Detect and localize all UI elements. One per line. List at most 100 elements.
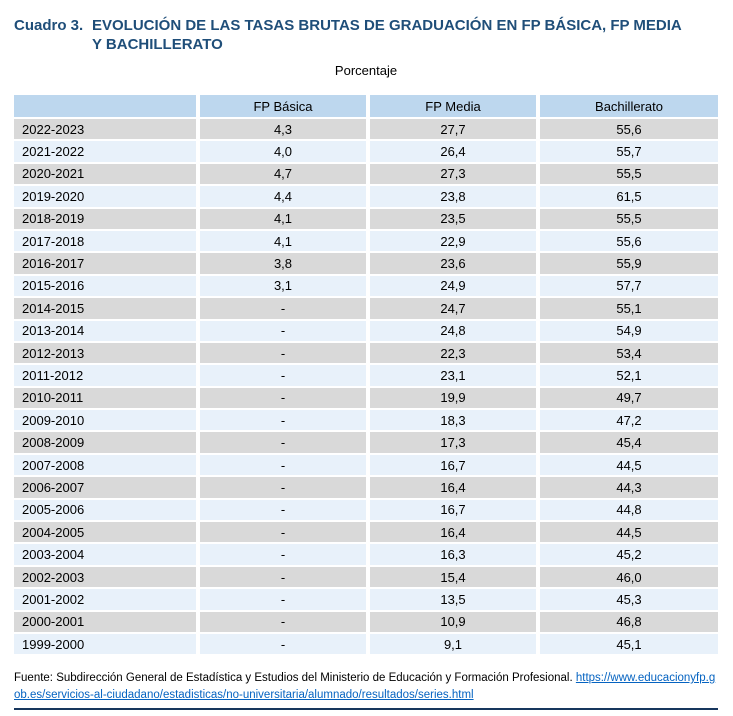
title-prefix: Cuadro 3. [14, 17, 84, 34]
year-cell: 2001-2002 [14, 589, 200, 612]
value-cell: 4,7 [200, 163, 370, 187]
year-cell: 2022-2023 [14, 119, 200, 142]
year-cell: 2016-2017 [14, 253, 200, 276]
table-row: 2001-2002-13,5 45,3 [14, 589, 718, 612]
title-text: EVOLUCIÓN DE LAS TASAS BRUTAS DE GRADUAC… [92, 16, 712, 54]
year-cell: 2018-2019 [14, 208, 200, 231]
header-row: FP Básica FP Media Bachillerato [14, 95, 718, 119]
header-cell-empty [14, 95, 200, 119]
table-row: 2020-2021 4,7 27,3 55,5 [14, 163, 718, 187]
value-cell: 45,1 [540, 633, 718, 657]
value-cell: - [200, 387, 370, 411]
value-cell: 4,4 [200, 186, 370, 209]
value-cell: 23,6 [370, 253, 540, 276]
table-title: Cuadro 3. EVOLUCIÓN DE LAS TASAS BRUTAS … [14, 16, 719, 54]
value-cell: - [200, 454, 370, 478]
bottom-rule [14, 708, 718, 711]
source-text: Fuente: Subdirección General de Estadíst… [14, 672, 576, 685]
value-cell: 47,2 [540, 410, 718, 433]
table-row: 2013-2014-24,8 54,9 [14, 320, 718, 343]
table-row: 2015-2016 3,1 24,9 57,7 [14, 275, 718, 299]
table-row: 2004-2005-16,4 44,5 [14, 522, 718, 545]
table-row: 2021-2022 4,0 26,4 55,7 [14, 141, 718, 164]
table-row: 2002-2003-15,4 46,0 [14, 566, 718, 590]
value-cell: - [200, 298, 370, 321]
value-cell: 4,1 [200, 230, 370, 254]
value-cell: - [200, 365, 370, 388]
header-cell-bachillerato: Bachillerato [540, 95, 718, 119]
value-cell: 55,7 [540, 141, 718, 164]
value-cell: 44,3 [540, 477, 718, 500]
value-cell: 44,5 [540, 522, 718, 545]
table-row: 2011-2012-23,1 52,1 [14, 365, 718, 388]
value-cell: 57,7 [540, 275, 718, 299]
value-cell: 16,7 [370, 454, 540, 478]
value-cell: 4,3 [200, 119, 370, 142]
value-cell: 55,5 [540, 163, 718, 187]
table-body: 2022-2023 4,3 27,7 55,6 2021-2022 4,0 26,4 55,7… [14, 119, 718, 657]
value-cell: 4,0 [200, 141, 370, 164]
value-cell: - [200, 589, 370, 612]
value-cell: 23,5 [370, 208, 540, 231]
value-cell: 23,1 [370, 365, 540, 388]
value-cell: - [200, 544, 370, 567]
table-row: 2016-2017 3,8 23,6 55,9 [14, 253, 718, 276]
year-cell: 2010-2011 [14, 387, 200, 411]
value-cell: 3,8 [200, 253, 370, 276]
value-cell: 45,4 [540, 432, 718, 455]
subtitle: Porcentaje [334, 63, 398, 78]
value-cell: - [200, 320, 370, 343]
year-cell: 1999-2000 [14, 633, 200, 657]
value-cell: 44,8 [540, 499, 718, 523]
value-cell: 55,9 [540, 253, 718, 276]
table-row: 1999-2000-9,1 45,1 [14, 633, 718, 657]
year-cell: 2019-2020 [14, 186, 200, 209]
value-cell: 61,5 [540, 186, 718, 209]
value-cell: 27,7 [370, 119, 540, 142]
value-cell: 13,5 [370, 589, 540, 612]
value-cell: 4,1 [200, 208, 370, 231]
table-header: FP Básica FP Media Bachillerato [14, 95, 718, 119]
year-cell: 2000-2001 [14, 611, 200, 634]
value-cell: 3,1 [200, 275, 370, 299]
source-note: Fuente: Subdirección General de Estadíst… [14, 670, 718, 704]
year-cell: 2012-2013 [14, 342, 200, 366]
value-cell: 18,3 [370, 410, 540, 433]
value-cell: - [200, 432, 370, 455]
title-line1: EVOLUCIÓN DE LAS TASAS BRUTAS DE GRADUAC… [92, 17, 682, 34]
value-cell: 10,9 [370, 611, 540, 634]
table-row: 2003-2004-16,3 45,2 [14, 544, 718, 567]
value-cell: 44,5 [540, 454, 718, 478]
year-cell: 2014-2015 [14, 298, 200, 321]
year-cell: 2008-2009 [14, 432, 200, 455]
table-row: 2019-2020 4,4 23,8 61,5 [14, 186, 718, 209]
table-row: 2008-2009-17,3 45,4 [14, 432, 718, 455]
value-cell: 24,9 [370, 275, 540, 299]
year-cell: 2003-2004 [14, 544, 200, 567]
header-cell-fp-media: FP Media [370, 95, 540, 119]
value-cell: 16,3 [370, 544, 540, 567]
value-cell: 16,4 [370, 522, 540, 545]
value-cell: 45,3 [540, 589, 718, 612]
value-cell: 17,3 [370, 432, 540, 455]
year-cell: 2007-2008 [14, 454, 200, 478]
year-cell: 2002-2003 [14, 566, 200, 590]
table-row: 2007-2008-16,7 44,5 [14, 454, 718, 478]
source-link[interactable]: https://www.educacionyfp.gob.es/servicio… [14, 672, 716, 702]
value-cell: 45,2 [540, 544, 718, 567]
value-cell: 16,4 [370, 477, 540, 500]
value-cell: - [200, 410, 370, 433]
value-cell: 19,9 [370, 387, 540, 411]
year-cell: 2015-2016 [14, 275, 200, 299]
year-cell: 2006-2007 [14, 477, 200, 500]
value-cell: 46,0 [540, 566, 718, 590]
table-row: 2018-2019 4,1 23,5 55,5 [14, 208, 718, 231]
value-cell: - [200, 522, 370, 545]
graduation-rates-table: FP Básica FP Media Bachillerato 2022-202… [14, 95, 718, 657]
value-cell: 9,1 [370, 633, 540, 657]
value-cell: - [200, 342, 370, 366]
value-cell: 22,3 [370, 342, 540, 366]
value-cell: 52,1 [540, 365, 718, 388]
table-row: 2014-2015-24,7 55,1 [14, 298, 718, 321]
value-cell: - [200, 477, 370, 500]
